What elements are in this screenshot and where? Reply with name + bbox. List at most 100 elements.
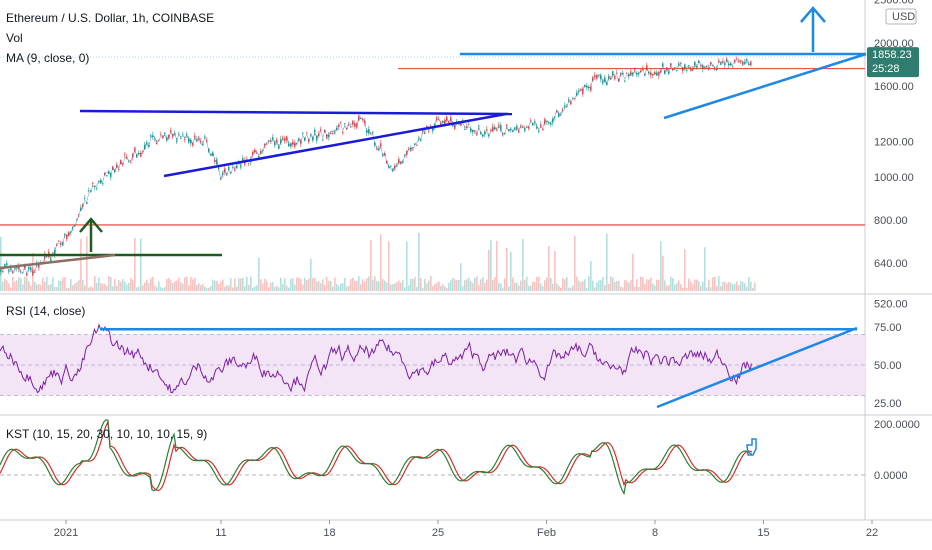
candle-body bbox=[702, 65, 704, 70]
kst-legend[interactable]: KST (10, 15, 20, 30, 10, 10, 10, 15, 9) bbox=[6, 427, 208, 441]
volume-bar bbox=[650, 277, 652, 291]
volume-bar bbox=[154, 285, 156, 291]
candle-body bbox=[434, 123, 436, 128]
candle-body bbox=[210, 153, 212, 156]
volume-bar bbox=[730, 282, 732, 291]
volume-bar bbox=[122, 278, 124, 291]
candle-body bbox=[630, 71, 632, 76]
volume-bar bbox=[638, 286, 640, 291]
volume-bar bbox=[428, 280, 430, 291]
volume-bar bbox=[598, 280, 600, 291]
volume-bar bbox=[594, 287, 596, 291]
candle-body bbox=[536, 126, 538, 129]
candle-body bbox=[326, 134, 328, 139]
volume-bar bbox=[646, 279, 648, 291]
volume-bar bbox=[566, 277, 568, 291]
candle-body bbox=[508, 129, 510, 131]
candle-body bbox=[608, 75, 610, 79]
volume-bar bbox=[150, 278, 152, 291]
volume-bar bbox=[240, 278, 242, 291]
ma-legend[interactable]: MA (9, close, 0) bbox=[6, 51, 90, 65]
volume-bar bbox=[740, 281, 742, 291]
candle-body bbox=[198, 139, 200, 140]
candle-body bbox=[562, 110, 564, 112]
candle-body bbox=[20, 271, 22, 273]
volume-bar bbox=[188, 285, 190, 291]
candle-body bbox=[180, 138, 182, 139]
volume-bar bbox=[168, 277, 170, 291]
rsi-legend[interactable]: RSI (14, close) bbox=[6, 304, 86, 318]
candle-body bbox=[234, 169, 236, 171]
volume-bar bbox=[8, 283, 10, 291]
volume-bar bbox=[396, 281, 398, 291]
candle-body bbox=[578, 91, 580, 93]
candle-body bbox=[744, 62, 746, 65]
volume-bar bbox=[632, 253, 634, 291]
volume-bar bbox=[542, 286, 544, 291]
candle-body bbox=[2, 270, 4, 272]
candle-body bbox=[290, 143, 292, 147]
volume-bar bbox=[460, 263, 462, 291]
volume-bar bbox=[128, 282, 130, 291]
volume-legend[interactable]: Vol bbox=[6, 31, 23, 45]
volume-bar bbox=[174, 281, 176, 291]
volume-bar bbox=[50, 284, 52, 291]
candle-body bbox=[614, 76, 616, 80]
volume-bar bbox=[184, 277, 186, 291]
candle-body bbox=[212, 152, 214, 156]
candle-body bbox=[194, 135, 196, 138]
volume-bar bbox=[572, 285, 574, 291]
volume-bar bbox=[364, 281, 366, 291]
volume-bar bbox=[366, 278, 368, 291]
volume-bar bbox=[142, 285, 144, 291]
volume-bar bbox=[738, 285, 740, 291]
candle-body bbox=[404, 154, 406, 156]
candle-body bbox=[558, 113, 560, 118]
volume-bar bbox=[270, 282, 272, 291]
candle-body bbox=[692, 68, 694, 70]
candle-body bbox=[130, 162, 132, 164]
candle-body bbox=[236, 165, 238, 169]
kst-signal-line bbox=[0, 419, 753, 492]
volume-bar bbox=[434, 283, 436, 291]
volume-bar bbox=[66, 287, 68, 291]
volume-bar bbox=[628, 282, 630, 291]
candle-body bbox=[540, 124, 542, 127]
volume-bar bbox=[736, 281, 738, 291]
kst-tick-label: 0.0000 bbox=[874, 470, 908, 482]
volume-bar bbox=[306, 280, 308, 291]
volume-bar bbox=[272, 282, 274, 291]
candle-body bbox=[344, 123, 346, 124]
candle-body bbox=[690, 69, 692, 71]
rsi-tick-label: 50.00 bbox=[874, 360, 902, 372]
price-tick-label: 520.00 bbox=[874, 298, 908, 310]
candle-body bbox=[168, 134, 170, 139]
candle-body bbox=[416, 145, 418, 146]
candle-body bbox=[602, 81, 604, 84]
candle-body bbox=[372, 132, 374, 134]
volume-bar bbox=[162, 287, 164, 291]
candle-body bbox=[528, 126, 530, 129]
candle-body bbox=[62, 242, 64, 246]
volume-bar bbox=[110, 276, 112, 291]
candle-body bbox=[14, 267, 16, 269]
last-price-countdown: 25:28 bbox=[872, 63, 900, 75]
symbol-legend[interactable]: Ethereum / U.S. Dollar, 1h, COINBASE bbox=[6, 11, 215, 25]
volume-bar bbox=[138, 286, 140, 291]
candle-body bbox=[124, 154, 126, 156]
volume-bar bbox=[498, 283, 500, 291]
volume-bar bbox=[286, 285, 288, 291]
volume-bar bbox=[404, 287, 406, 291]
volume-bar bbox=[512, 277, 514, 291]
candle-body bbox=[90, 190, 92, 192]
volume-bar bbox=[218, 284, 220, 291]
volume-bar bbox=[662, 255, 664, 291]
volume-bar bbox=[506, 247, 508, 291]
volume-bar bbox=[324, 284, 326, 291]
candle-body bbox=[554, 116, 556, 118]
volume-bar bbox=[308, 278, 310, 291]
candle-body bbox=[428, 131, 430, 133]
volume-bar bbox=[412, 278, 414, 291]
volume-bar bbox=[4, 278, 6, 291]
